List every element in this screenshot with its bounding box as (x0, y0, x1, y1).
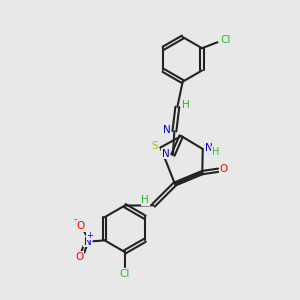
Text: O: O (220, 164, 228, 174)
Text: -: - (73, 215, 76, 224)
Text: N: N (83, 237, 91, 247)
Text: H: H (212, 147, 219, 157)
Text: O: O (77, 221, 85, 231)
Text: N: N (162, 148, 169, 159)
Text: +: + (86, 231, 93, 240)
Text: O: O (75, 252, 83, 262)
Text: Cl: Cl (119, 269, 130, 279)
Text: N: N (206, 143, 213, 153)
Text: H: H (141, 195, 149, 205)
Text: S: S (151, 141, 158, 151)
Text: H: H (182, 100, 190, 110)
Text: Cl: Cl (220, 35, 230, 45)
Text: N: N (163, 125, 171, 135)
